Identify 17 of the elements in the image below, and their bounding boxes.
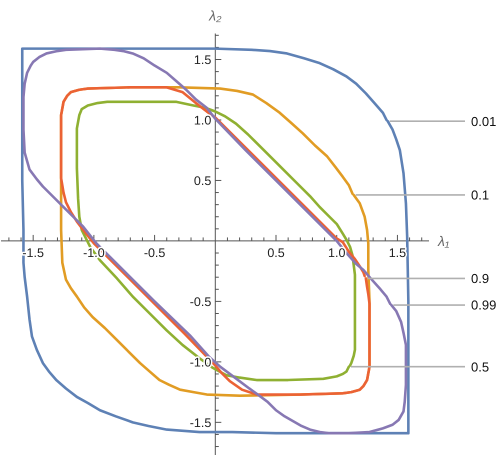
x-axis-title: λ₁: [437, 232, 450, 249]
y-tick-label: 0.5: [194, 174, 212, 188]
y-tick-label: -1.5: [190, 416, 212, 430]
x-tick-label: 1.5: [388, 246, 406, 260]
y-tick-label: -0.5: [190, 294, 212, 309]
text: 0.5: [471, 359, 490, 374]
x-tick-label: -0.5: [144, 246, 166, 260]
y-tick-label: 1.0: [194, 113, 212, 128]
text: 0.1: [471, 188, 490, 203]
y-axis-title: λ₂: [208, 8, 222, 24]
text: 0.99: [471, 298, 496, 313]
text: 0.01: [471, 114, 496, 129]
x-tick-label: 1.0: [328, 246, 346, 260]
line-series: [76, 100, 356, 382]
x-tick-label: 0.5: [267, 246, 285, 260]
y-tick-label: 1.5: [194, 53, 212, 68]
text: 0.9: [471, 271, 490, 286]
